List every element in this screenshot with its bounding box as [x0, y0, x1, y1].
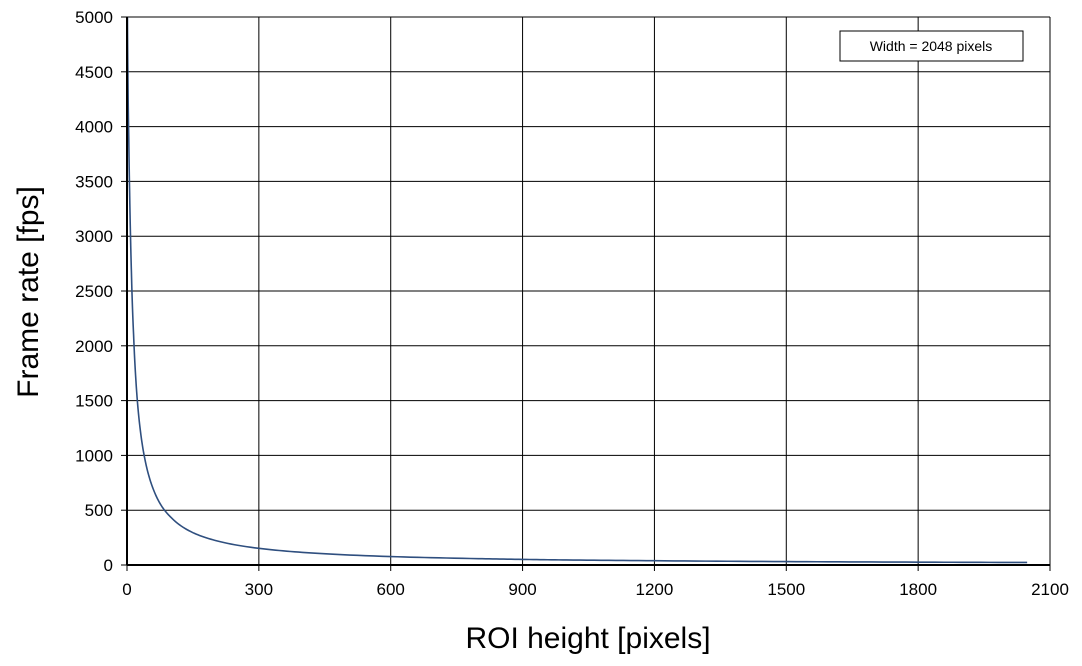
frame-rate-line — [126, 16, 1028, 564]
annotation-box: Width = 2048 pixels — [839, 30, 1024, 62]
x-tick-label: 2100 — [1031, 580, 1069, 599]
y-tick-label: 2500 — [75, 282, 113, 301]
y-tick-label: 4500 — [75, 63, 113, 82]
y-tick-label: 4000 — [75, 118, 113, 137]
y-tick-label: 3500 — [75, 172, 113, 191]
y-tick-label: 0 — [104, 556, 113, 575]
annotation-text: Width = 2048 pixels — [870, 38, 993, 54]
x-tick-label: 1200 — [636, 580, 674, 599]
y-tick-label: 5000 — [75, 8, 113, 27]
x-tick-label: 0 — [122, 580, 131, 599]
x-tick-label: 1500 — [767, 580, 805, 599]
y-tick-label: 1000 — [75, 446, 113, 465]
y-tick-label: 3000 — [75, 227, 113, 246]
x-tick-label: 1800 — [899, 580, 937, 599]
y-tick-label: 2000 — [75, 337, 113, 356]
x-tick-label: 300 — [245, 580, 273, 599]
x-axis-title: ROI height [pixels] — [465, 622, 710, 655]
x-tick-label: 900 — [508, 580, 536, 599]
y-tick-label: 500 — [85, 501, 113, 520]
y-tick-label: 1500 — [75, 392, 113, 411]
labels-layer: 0 300 600 900 1200 1500 1800 2100 0 500 1000 1500 20… — [75, 8, 1069, 599]
x-tick-label: 600 — [377, 580, 405, 599]
grid-layer — [127, 16, 1051, 565]
axes-layer — [121, 16, 1051, 571]
y-axis-title: Frame rate [fps] — [12, 186, 45, 398]
series-layer — [126, 16, 1028, 564]
